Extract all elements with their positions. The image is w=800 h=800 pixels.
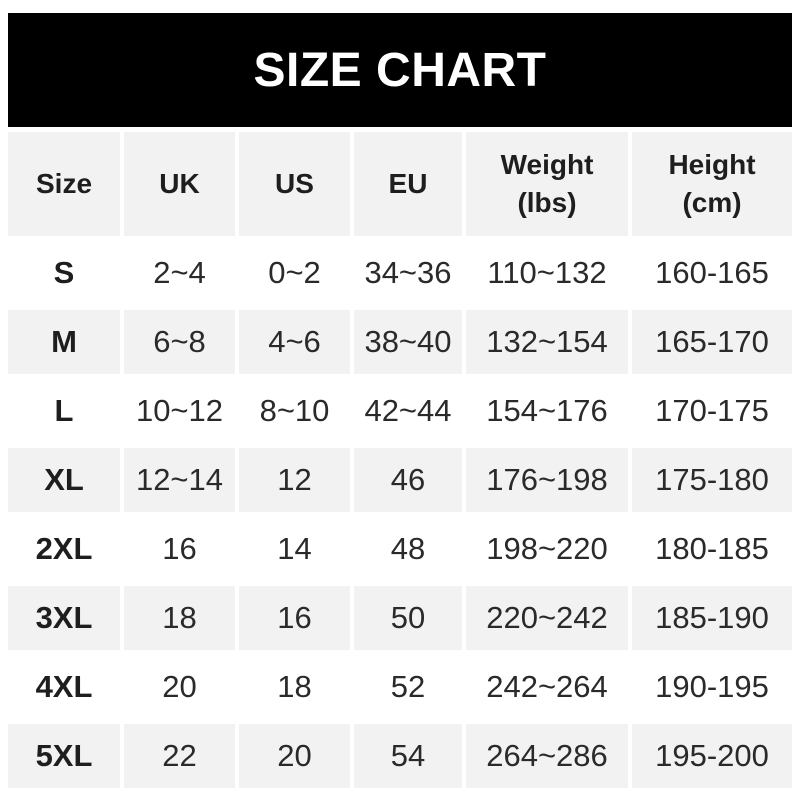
cell-eu: 54 [354,724,462,788]
cell-us: 12 [239,448,350,512]
cell-size: L [8,379,120,443]
cell-height: 165-170 [632,310,792,374]
cell-weight: 110~132 [466,241,628,305]
cell-size: 3XL [8,586,120,650]
cell-weight: 242~264 [466,655,628,719]
cell-uk: 22 [124,724,235,788]
cell-height: 195-200 [632,724,792,788]
cell-uk: 12~14 [124,448,235,512]
banner-title: SIZE CHART [253,43,547,97]
cell-weight: 264~286 [466,724,628,788]
cell-us: 16 [239,586,350,650]
column-header-us: US [239,132,350,236]
cell-uk: 20 [124,655,235,719]
cell-us: 18 [239,655,350,719]
cell-height: 180-185 [632,517,792,581]
column-header-weight: Weight (lbs) [466,132,628,236]
column-header-height-label: Height [668,149,756,180]
cell-weight: 198~220 [466,517,628,581]
cell-eu: 42~44 [354,379,462,443]
cell-eu: 52 [354,655,462,719]
cell-weight: 176~198 [466,448,628,512]
cell-size: 2XL [8,517,120,581]
cell-size: 4XL [8,655,120,719]
cell-height: 190-195 [632,655,792,719]
cell-us: 0~2 [239,241,350,305]
cell-size: S [8,241,120,305]
cell-size: M [8,310,120,374]
cell-uk: 18 [124,586,235,650]
cell-weight: 154~176 [466,379,628,443]
cell-us: 4~6 [239,310,350,374]
column-header-uk: UK [124,132,235,236]
column-header-weight-unit: (lbs) [517,187,577,218]
column-header-eu: EU [354,132,462,236]
cell-uk: 2~4 [124,241,235,305]
size-chart-banner: SIZE CHART [8,13,792,127]
cell-uk: 6~8 [124,310,235,374]
cell-eu: 48 [354,517,462,581]
cell-size: XL [8,448,120,512]
cell-height: 160-165 [632,241,792,305]
column-header-weight-label: Weight [500,149,594,180]
cell-eu: 34~36 [354,241,462,305]
cell-uk: 10~12 [124,379,235,443]
cell-us: 20 [239,724,350,788]
cell-eu: 50 [354,586,462,650]
size-table: Size UK US EU Weight (lbs) Height (cm) S… [8,132,792,788]
column-header-height: Height (cm) [632,132,792,236]
cell-weight: 132~154 [466,310,628,374]
cell-us: 8~10 [239,379,350,443]
cell-height: 170-175 [632,379,792,443]
cell-weight: 220~242 [466,586,628,650]
cell-size: 5XL [8,724,120,788]
cell-eu: 46 [354,448,462,512]
column-header-height-unit: (cm) [682,187,742,218]
cell-height: 185-190 [632,586,792,650]
column-header-size: Size [8,132,120,236]
cell-us: 14 [239,517,350,581]
cell-height: 175-180 [632,448,792,512]
cell-eu: 38~40 [354,310,462,374]
cell-uk: 16 [124,517,235,581]
